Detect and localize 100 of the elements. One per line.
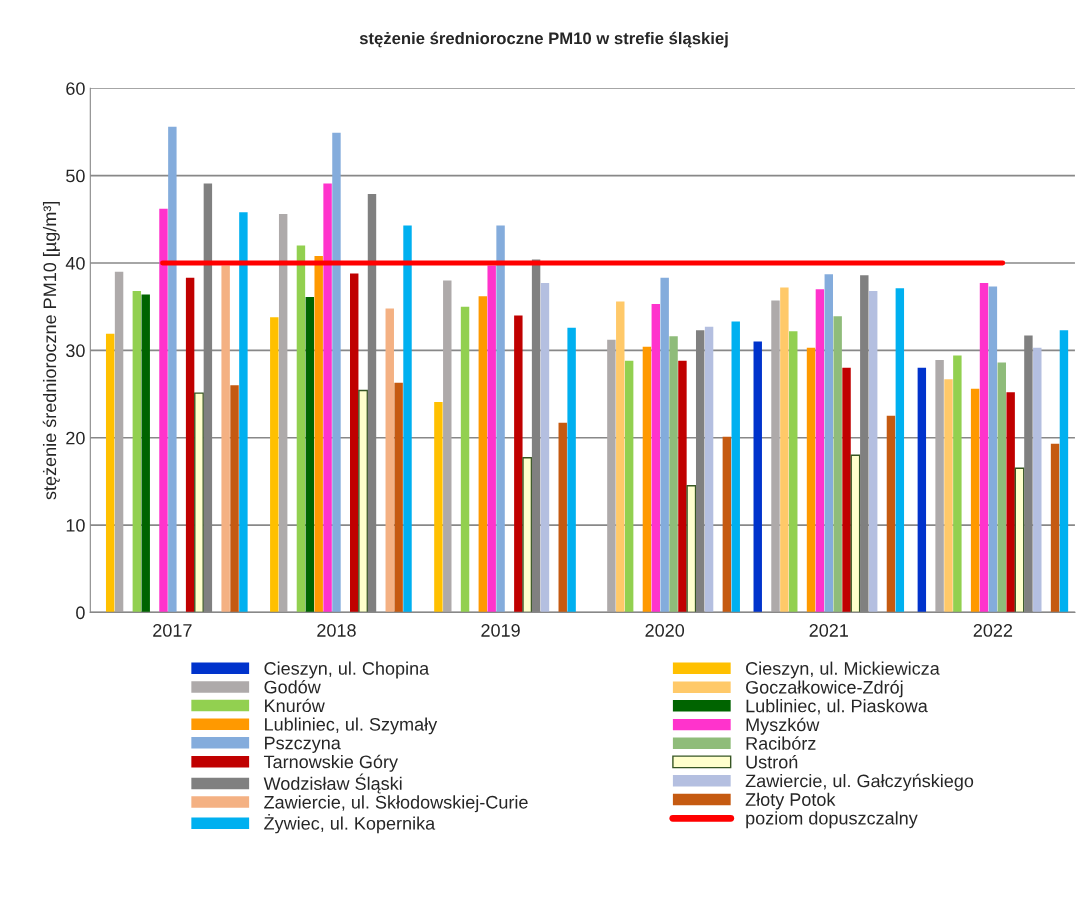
legend-label: Pszczyna <box>265 736 341 753</box>
bar <box>806 347 816 613</box>
bar <box>1050 443 1060 613</box>
legend-label: Cieszyn, ul. Chopina <box>264 661 430 679</box>
y-tick-label: 30 <box>66 344 85 358</box>
bar <box>514 315 523 613</box>
bar <box>953 355 962 613</box>
bar <box>1033 347 1042 613</box>
bar <box>323 183 332 613</box>
bar <box>780 287 789 613</box>
bar <box>105 333 115 613</box>
bar <box>385 308 394 613</box>
bar <box>168 126 177 613</box>
bar <box>358 389 369 613</box>
bar <box>944 379 953 613</box>
x-tick-label: 2021 <box>809 624 848 637</box>
y-tick-label: 60 <box>66 82 85 95</box>
bar <box>824 274 833 613</box>
legend-label: Lubliniec, ul. Szymały <box>265 717 438 735</box>
legend-label: Knurów <box>265 698 325 713</box>
bar <box>917 367 927 613</box>
bar <box>487 265 496 613</box>
bar <box>850 454 861 613</box>
legend-label: Racibórz <box>746 736 816 750</box>
bar <box>567 327 576 613</box>
bar <box>114 271 124 613</box>
bar <box>970 388 980 613</box>
bar <box>314 256 323 613</box>
legend-label: Żywiec, ul. Kopernika <box>264 814 436 834</box>
bar <box>624 360 634 613</box>
bar <box>1014 467 1025 613</box>
bar <box>722 436 732 613</box>
bar <box>607 339 616 613</box>
bar <box>1006 392 1015 613</box>
bar <box>833 316 842 613</box>
bar <box>886 415 896 613</box>
bar <box>305 297 315 613</box>
legend-label: Zawiercie, ul. Skłodowskiej-Curie <box>264 795 528 813</box>
bar <box>651 304 661 613</box>
bar <box>221 265 230 613</box>
bar <box>669 336 678 613</box>
bar <box>771 300 780 613</box>
y-tick-label: 0 <box>76 606 85 620</box>
x-tick-label: 2019 <box>481 624 520 637</box>
bar <box>558 422 567 613</box>
bar <box>230 385 239 613</box>
bar <box>522 457 533 613</box>
y-tick-label: 50 <box>66 169 85 183</box>
bar <box>460 306 470 613</box>
y-tick-label: 20 <box>66 431 85 445</box>
bar <box>997 362 1006 613</box>
bar <box>616 301 625 613</box>
bar <box>868 290 878 613</box>
bar <box>988 286 998 613</box>
bar <box>141 294 150 613</box>
bar <box>660 277 669 613</box>
bar <box>403 225 412 613</box>
y-tick-label: 10 <box>66 519 85 532</box>
bar <box>979 283 989 613</box>
bar <box>443 280 452 613</box>
bar <box>478 296 488 613</box>
legend-label: Lubliniec, ul. Piaskowa <box>746 699 928 715</box>
bar <box>642 346 652 613</box>
bar <box>194 392 204 613</box>
legend-label: Wodzisław Śląski <box>263 773 402 794</box>
bar <box>815 289 825 613</box>
bar <box>239 212 248 613</box>
legend-label: Godów <box>264 680 321 694</box>
bar <box>132 290 142 613</box>
bar <box>1059 330 1069 613</box>
bar <box>935 359 944 613</box>
legend-label: Tarnowskie Góry <box>263 754 398 772</box>
chart-title: stężenie średnioroczne PM10 w strefie śląskiej <box>359 31 728 48</box>
bar <box>185 277 195 613</box>
x-tick-label: 2017 <box>153 624 192 637</box>
legend-label: Ustroń <box>746 754 798 769</box>
y-axis-title: stężenie średnioroczne PM10 [µg/m³] <box>42 201 60 500</box>
bar <box>678 360 687 613</box>
legend-label: Goczałkowice-Zdrój <box>746 680 903 698</box>
legend-label: Zawiercie, ul. Gałczyńskiego <box>745 773 974 791</box>
legend-label: Cieszyn, ul. Mickiewicza <box>746 661 940 679</box>
bar <box>159 208 168 613</box>
x-tick-label: 2022 <box>973 624 1013 637</box>
bar <box>496 225 505 613</box>
bar <box>731 321 740 613</box>
bar <box>270 317 279 613</box>
bar <box>842 367 851 613</box>
x-tick-label: 2018 <box>317 624 356 637</box>
x-tick-label: 2020 <box>645 624 685 637</box>
bar <box>686 485 697 613</box>
bar <box>895 288 905 613</box>
bar <box>394 382 403 613</box>
bar <box>296 245 306 613</box>
bar <box>753 341 762 613</box>
legend-label: poziom dopuszczalny <box>746 811 918 829</box>
bar <box>434 401 443 613</box>
legend-label: Myszków <box>746 717 820 735</box>
bar <box>540 283 550 613</box>
bar <box>332 132 341 613</box>
legend-label: Złoty Potok <box>745 792 836 810</box>
